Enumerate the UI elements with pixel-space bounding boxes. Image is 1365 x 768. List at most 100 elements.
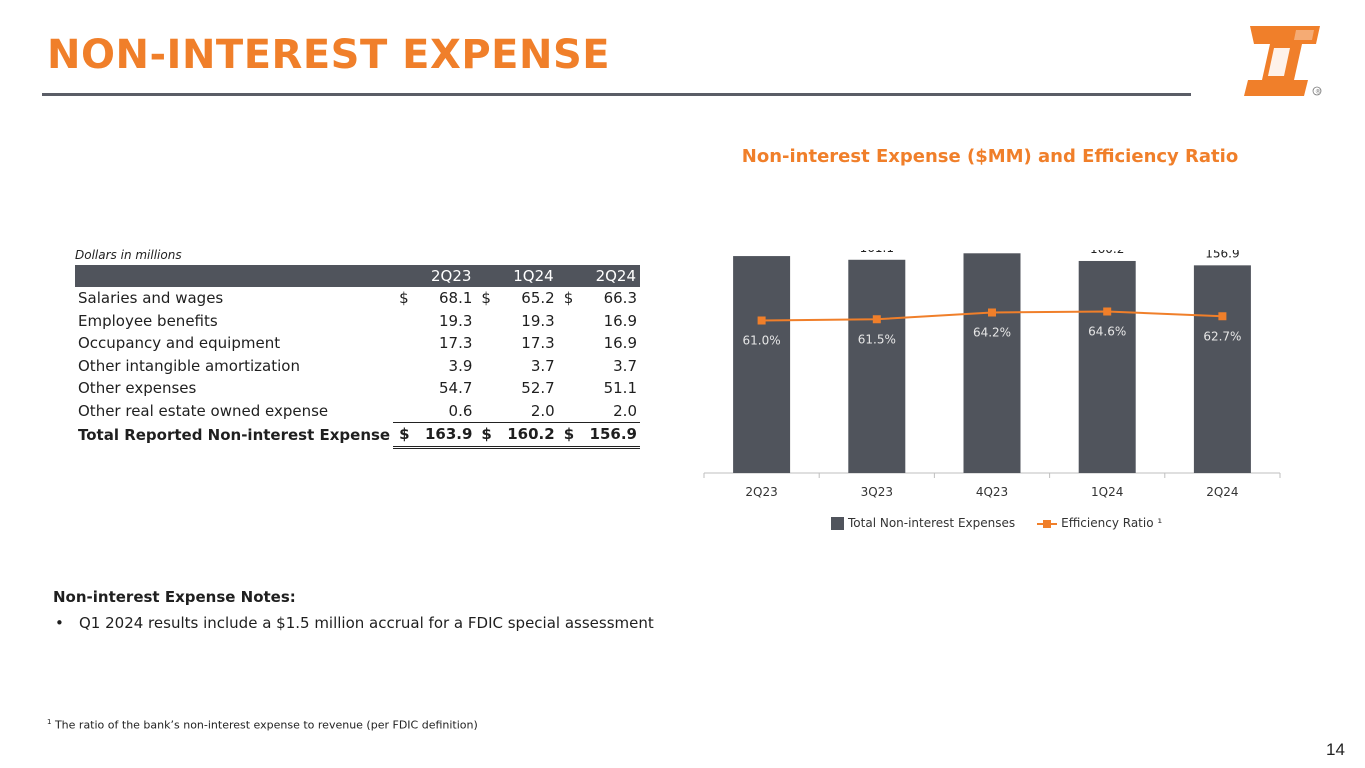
line-value-label: 64.2%	[973, 326, 1011, 340]
value-cell: 19.3	[439, 311, 473, 330]
value-cell: 163.9	[414, 422, 476, 449]
currency-cell: $	[563, 289, 574, 308]
notes-heading: Non-interest Expense Notes:	[53, 588, 296, 606]
value-cell: 160.2	[497, 422, 558, 449]
table-row: Other intangible amortization 3.9 3.7 3.7	[75, 355, 640, 378]
currency-cell: $	[399, 289, 409, 308]
line-point	[872, 315, 881, 324]
legend-bar-swatch	[831, 516, 844, 530]
bar	[1078, 260, 1136, 473]
legend-bar-label: Total Non-interest Expenses	[848, 516, 1016, 530]
line-point	[1218, 312, 1227, 321]
value-cell: 17.3	[439, 334, 473, 353]
table-row: Other expenses 54.7 52.7 51.1	[75, 377, 640, 400]
bar-value-label: 156.9	[1205, 250, 1239, 260]
row-label: Other real estate owned expense	[78, 402, 329, 420]
table-row: Total Reported Non-interest Expense $163.…	[75, 422, 640, 449]
currency-cell	[393, 399, 415, 423]
currency-cell: $	[393, 422, 415, 449]
column-header-2q24: 2Q24	[557, 265, 640, 287]
currency-cell: $	[475, 422, 498, 449]
value-cell: 2.0	[579, 399, 640, 423]
currency-cell	[475, 377, 497, 400]
value-cell: 54.7	[439, 379, 473, 398]
table-header-label	[75, 265, 394, 287]
bar-value-label: 163.9	[744, 250, 778, 251]
line-value-label: 62.7%	[1203, 329, 1241, 343]
note-item: Q1 2024 results include a $1.5 million a…	[55, 614, 654, 632]
expense-table: Dollars in millions 2Q23 1Q24 2Q24 Salar…	[75, 248, 640, 449]
value-cell: 0.6	[414, 399, 476, 423]
currency-cell	[558, 332, 580, 355]
currency-cell	[558, 355, 580, 378]
currency-cell	[558, 377, 580, 400]
value-cell: 19.3	[521, 311, 555, 330]
value-cell: 16.9	[603, 334, 637, 353]
currency-cell	[475, 355, 497, 378]
x-tick-label: 3Q23	[861, 485, 893, 499]
value-cell: 65.2	[521, 289, 555, 308]
currency-cell	[393, 310, 415, 333]
bar	[963, 253, 1021, 473]
row-label: Salaries and wages	[78, 289, 224, 308]
line-value-label: 64.6%	[1088, 325, 1126, 339]
footnote-mark: 1	[47, 718, 52, 726]
legend-line-swatch	[1037, 517, 1058, 530]
registered-mark: ®	[1315, 89, 1321, 96]
row-label: Total Reported Non-interest Expense	[78, 425, 391, 444]
column-header-1q24: 1Q24	[475, 265, 558, 287]
line-point	[1103, 307, 1112, 316]
value-cell: 156.9	[579, 422, 640, 449]
table-row: Employee benefits 19.3 19.3 16.9	[75, 310, 640, 333]
row-label: Employee benefits	[78, 311, 218, 330]
currency-cell	[393, 355, 415, 378]
currency-cell	[393, 332, 415, 355]
company-logo: ®	[1240, 24, 1330, 100]
column-header-2q23: 2Q23	[393, 265, 476, 287]
currency-cell	[558, 310, 580, 333]
legend-line-label: Efficiency Ratio ¹	[1061, 516, 1163, 530]
table-row: Occupancy and equipment 17.3 17.3 16.9	[75, 332, 640, 355]
title-divider	[42, 93, 1191, 96]
row-label: Other expenses	[78, 379, 197, 398]
notes-list: Q1 2024 results include a $1.5 million a…	[53, 614, 654, 632]
value-cell: 66.3	[603, 289, 637, 308]
footnote-text: The ratio of the bank’s non-interest exp…	[51, 718, 478, 732]
row-label: Occupancy and equipment	[78, 334, 281, 353]
currency-cell: $	[481, 289, 491, 308]
currency-cell	[393, 377, 415, 400]
value-cell: 3.9	[448, 356, 473, 375]
chart-title: Non-interest Expense ($MM) and Efficienc…	[741, 146, 1239, 167]
currency-cell: $	[557, 422, 580, 449]
bar-value-label: 161.1	[860, 250, 894, 255]
currency-cell	[475, 310, 497, 333]
expense-chart: 163.92Q23161.13Q23166.04Q23160.21Q24156.…	[703, 250, 1281, 499]
bar	[733, 256, 791, 473]
value-cell: 16.9	[603, 311, 637, 330]
line-point	[757, 316, 766, 325]
table-row: Other real estate owned expense 0.6 2.0 2.0	[75, 399, 640, 423]
value-cell: 51.1	[603, 379, 637, 398]
chart-legend: Total Non-interest Expenses Efficiency R…	[831, 516, 1162, 530]
footnote: 1 The ratio of the bank’s non-interest e…	[47, 718, 478, 732]
currency-cell	[475, 399, 498, 423]
page-title: NON-INTEREST EXPENSE	[47, 32, 611, 78]
line-point	[988, 308, 996, 317]
line-value-label: 61.0%	[743, 334, 781, 348]
x-tick-label: 2Q23	[745, 485, 777, 499]
notes-section: Non-interest Expense Notes: Q1 2024 resu…	[53, 588, 654, 632]
value-cell: 3.7	[530, 356, 555, 375]
bar-value-label: 160.2	[1090, 250, 1124, 256]
table-caption: Dollars in millions	[75, 248, 182, 262]
currency-cell	[557, 399, 580, 423]
row-label: Other intangible amortization	[78, 356, 300, 375]
x-tick-label: 2Q24	[1206, 485, 1238, 499]
value-cell: 3.7	[613, 356, 637, 375]
line-value-label: 61.5%	[858, 332, 896, 346]
table-row: Salaries and wages $68.1 $65.2 $66.3	[75, 287, 640, 310]
bar	[1193, 265, 1251, 473]
page-number: 14	[1326, 740, 1345, 759]
bar	[848, 259, 906, 473]
value-cell: 68.1	[439, 289, 473, 308]
x-tick-label: 1Q24	[1091, 485, 1123, 499]
